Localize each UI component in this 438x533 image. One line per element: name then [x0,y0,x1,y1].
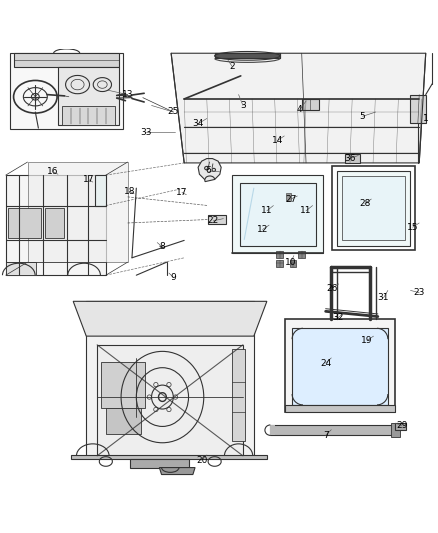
Polygon shape [14,53,119,67]
Polygon shape [159,467,195,474]
Polygon shape [6,175,106,275]
Polygon shape [410,94,426,123]
Polygon shape [45,208,64,238]
Polygon shape [232,175,323,254]
Polygon shape [336,171,410,246]
Polygon shape [198,158,221,182]
Polygon shape [345,154,360,163]
Polygon shape [171,53,426,163]
Text: 13: 13 [122,90,133,99]
Text: 28: 28 [359,199,371,208]
Text: 26: 26 [326,284,338,293]
Text: 29: 29 [396,421,407,430]
Polygon shape [106,408,141,434]
Text: 34: 34 [192,119,204,128]
Polygon shape [102,362,145,408]
Polygon shape [28,162,127,262]
Polygon shape [62,107,115,125]
Bar [276,251,283,258]
Text: 22: 22 [208,216,219,225]
Polygon shape [285,405,395,413]
Polygon shape [395,423,406,430]
Text: 3: 3 [240,101,246,110]
Text: 4: 4 [297,106,302,114]
Text: 15: 15 [407,223,418,232]
Text: 24: 24 [320,359,331,368]
Polygon shape [215,53,280,59]
Text: 17: 17 [83,175,94,184]
Text: 17: 17 [176,188,188,197]
Text: 12: 12 [257,225,268,234]
Polygon shape [240,183,316,246]
Text: 27: 27 [285,195,297,204]
Text: 6: 6 [205,166,211,175]
Polygon shape [208,215,226,224]
Text: 25: 25 [168,108,179,117]
Polygon shape [73,301,267,336]
Polygon shape [95,175,106,206]
Text: 1: 1 [423,114,429,123]
Polygon shape [8,208,41,238]
Text: 11: 11 [261,206,272,215]
Polygon shape [10,53,123,130]
Text: 8: 8 [159,243,165,252]
Text: 19: 19 [361,336,373,345]
Text: 10: 10 [285,257,297,266]
Polygon shape [232,349,245,441]
Text: 16: 16 [47,167,59,176]
Polygon shape [270,425,395,435]
Text: 7: 7 [323,431,328,440]
Bar [391,423,400,437]
Text: 31: 31 [378,293,389,302]
Polygon shape [292,328,388,405]
Bar [298,251,305,258]
Text: 33: 33 [141,128,152,137]
Text: 5: 5 [360,112,365,121]
Polygon shape [71,455,267,459]
Polygon shape [302,99,319,110]
Polygon shape [58,67,119,125]
Polygon shape [285,319,395,413]
Text: 18: 18 [124,187,135,196]
Polygon shape [270,425,275,435]
Polygon shape [86,301,254,456]
Polygon shape [97,345,243,456]
Polygon shape [130,459,188,467]
Text: 20: 20 [196,456,207,465]
Text: 14: 14 [272,136,283,145]
Text: 9: 9 [170,273,176,282]
Bar [290,260,297,266]
Polygon shape [342,176,405,240]
Polygon shape [6,262,36,275]
Bar [276,260,283,266]
Text: 36: 36 [344,154,355,163]
Text: 11: 11 [300,206,312,215]
Text: 32: 32 [332,313,343,322]
Text: 23: 23 [413,288,425,297]
Text: 2: 2 [229,62,235,71]
Bar [286,193,291,201]
